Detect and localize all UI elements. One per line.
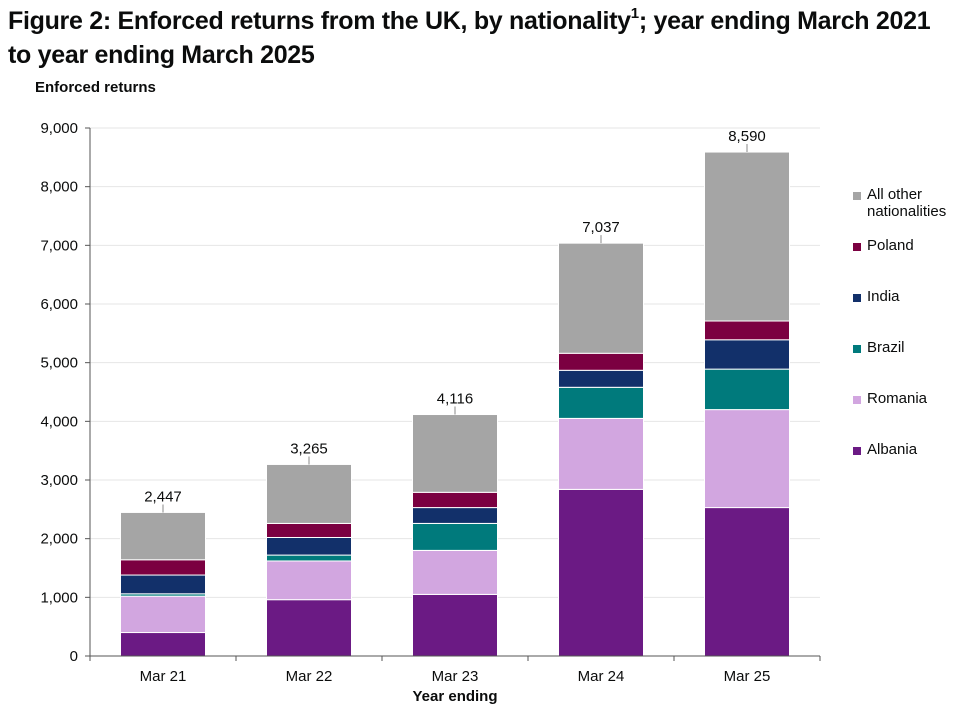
y-tick-label: 3,000 (40, 472, 78, 489)
y-axis-label: Enforced returns (35, 79, 156, 96)
legend-label: Brazil (867, 339, 963, 356)
bar-segment-all-other-nationalities (120, 511, 206, 561)
bar-total-label: 2,447 (144, 488, 182, 505)
bar-segment-romania (704, 409, 790, 509)
legend-label-line: Albania (867, 441, 918, 458)
y-tick-label: 4,000 (40, 413, 78, 430)
y-tick-label: 2,000 (40, 531, 78, 548)
bar-total-label: 8,590 (728, 128, 766, 145)
bar-segment-romania (558, 417, 644, 490)
bar-segment-india (266, 536, 352, 556)
bar-segment-poland (412, 491, 498, 509)
bar-segment-albania (558, 488, 644, 657)
labels: 0 1,000 2,000 3,000 4,000 5,000 6,000 7,000 8,00… (40, 120, 770, 685)
legend-label: Romania (867, 390, 963, 407)
axes (85, 127, 821, 661)
bar-segment-albania (412, 593, 498, 657)
bar-segment-brazil (412, 522, 498, 551)
legend-label-line: Romania (867, 390, 928, 407)
x-tick-label: Mar 24 (578, 668, 625, 685)
bar-total-label: 7,037 (582, 219, 620, 236)
bar-segment-albania (704, 507, 790, 657)
bar-segment-brazil (558, 386, 644, 419)
bar-segment-brazil (266, 554, 352, 562)
legend-swatch (853, 345, 861, 353)
bar-segment-brazil (704, 368, 790, 411)
y-tick-label: 6,000 (40, 296, 78, 313)
bar-segment-all-other-nationalities (704, 151, 790, 322)
legend-swatch (853, 243, 861, 251)
chart-title-rest: ; year ending March 2021 to year ending … (8, 7, 931, 69)
legend-label: India (867, 288, 963, 305)
y-tick-label: 8,000 (40, 179, 78, 196)
legend-label: Poland (867, 237, 963, 254)
legend-swatch (853, 396, 861, 404)
x-axis-label: Year ending (412, 688, 498, 705)
bar-segment-india (558, 369, 644, 388)
x-tick-label: Mar 23 (432, 668, 479, 685)
legend-label: All other nationalities (867, 186, 963, 220)
y-tick-label: 9,000 (40, 120, 78, 137)
legend-label: Albania (867, 441, 963, 458)
legend-swatch (853, 294, 861, 302)
bar-segment-india (412, 507, 498, 524)
bar-segment-india (120, 574, 206, 595)
chart-title-main: Figure 2: Enforced returns from the UK, … (8, 7, 631, 35)
y-tick-label: 7,000 (40, 237, 78, 254)
legend-swatch (853, 192, 861, 200)
y-tick-label: 1,000 (40, 589, 78, 606)
bars (120, 151, 790, 657)
chart-title: Figure 2: Enforced returns from the UK, … (8, 4, 958, 72)
bar-segment-poland (120, 559, 206, 576)
bar-segment-poland (266, 522, 352, 538)
chart-title-footnote-marker: 1 (630, 5, 639, 22)
legend-label-line: nationalities (867, 203, 947, 220)
legend-swatch (853, 447, 861, 455)
bar-segment-india (704, 339, 790, 370)
legend-label-line: India (867, 288, 900, 305)
x-tick-label: Mar 25 (724, 668, 771, 685)
legend-label-line: Poland (867, 237, 914, 254)
legend-label-line: All other (867, 186, 923, 203)
bar-segment-romania (120, 595, 206, 634)
bar-segment-albania (266, 599, 352, 657)
bar-segment-all-other-nationalities (412, 414, 498, 493)
x-tick-label: Mar 21 (140, 668, 187, 685)
bar-segment-romania (266, 560, 352, 601)
y-tick-label: 5,000 (40, 355, 78, 372)
legend-label-line: Brazil (867, 339, 905, 356)
bar-segment-poland (704, 320, 790, 341)
y-tick-label: 0 (70, 648, 78, 665)
bar-total-label: 3,265 (290, 440, 328, 457)
bar-segment-albania (120, 632, 206, 657)
bar-segment-poland (558, 352, 644, 371)
bar-segment-romania (412, 549, 498, 595)
bar-segment-all-other-nationalities (266, 463, 352, 524)
bar-segment-all-other-nationalities (558, 242, 644, 354)
bar-total-label: 4,116 (437, 391, 473, 408)
x-tick-label: Mar 22 (286, 668, 333, 685)
